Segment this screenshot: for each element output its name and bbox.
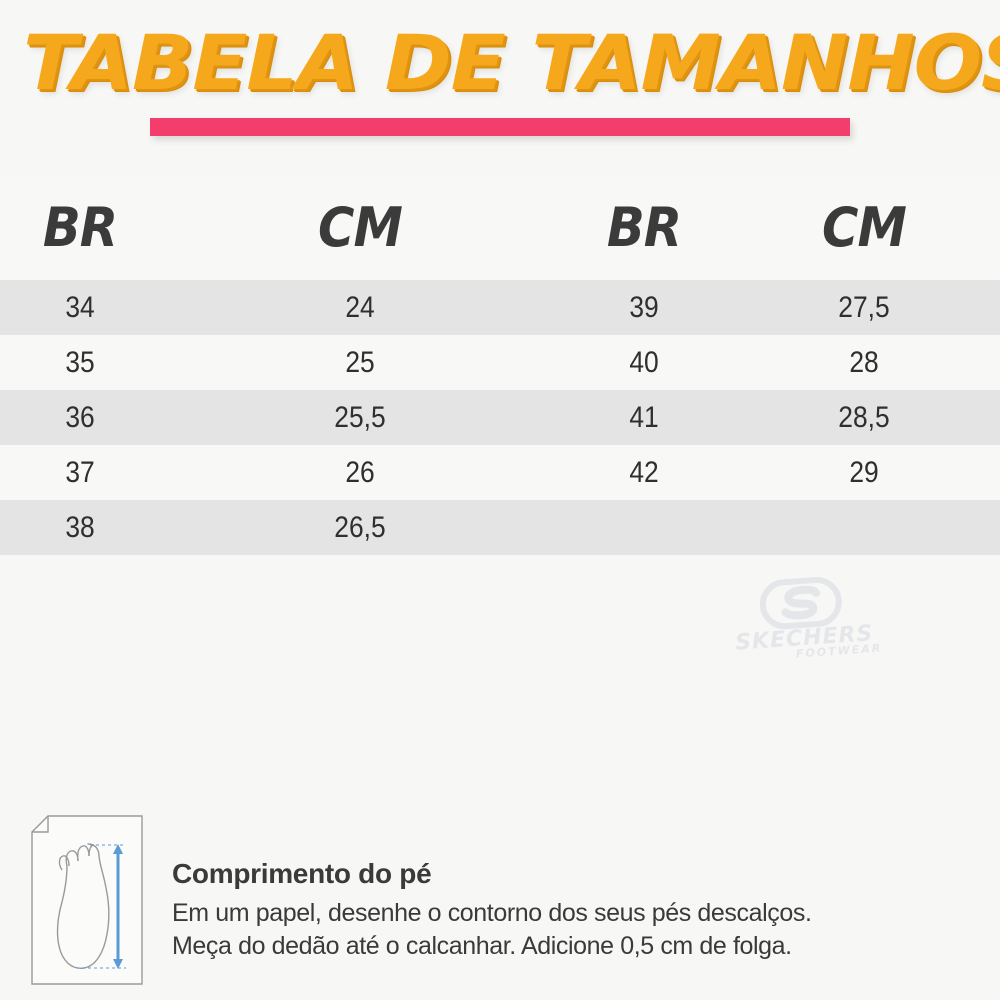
cell-br-right: 41 [629,400,659,434]
cell-br-left: 35 [65,345,95,379]
footer-instruction: Comprimento do pé Em um papel, desenhe o… [0,800,1000,1000]
column-header-cm-left: CM [317,196,403,259]
foot-measurement-icon [14,810,156,990]
footer-line-1: Em um papel, desenhe o contorno dos seus… [172,899,812,927]
page-title: TABELA DE TAMANHOS [23,18,1000,107]
skechers-watermark: SKECHERS FOOTWEAR [715,572,890,668]
table-row: 35 25 40 28 [0,335,1000,390]
title-underline-bar [150,118,850,136]
cell-br-left: 34 [65,290,95,324]
cell-cm-left: 26,5 [334,510,386,544]
cell-br-right: 39 [629,290,659,324]
cell-cm-left: 26 [345,455,375,489]
table-row: 37 26 42 29 [0,445,1000,500]
footer-heading: Comprimento do pé [172,858,432,889]
column-header-br-right: BR [606,196,682,259]
footer-line-2: Meça do dedão até o calcanhar. Adicione … [172,932,792,960]
footer-text-block: Comprimento do pé Em um papel, desenhe o… [172,858,992,963]
table-row: 36 25,5 41 28,5 [0,390,1000,445]
cell-br-left: 36 [65,400,95,434]
cell-cm-left: 25 [345,345,375,379]
cell-cm-right: 28 [849,345,879,379]
column-header-cm-right: CM [821,196,907,259]
table-row: 34 24 39 27,5 [0,280,1000,335]
cell-cm-left: 24 [345,290,375,324]
cell-br-left: 37 [65,455,95,489]
skechers-s-logo-icon [753,575,848,631]
cell-cm-right: 29 [849,455,879,489]
cell-br-right: 40 [629,345,659,379]
column-header-br-left: BR [42,196,118,259]
title-block: TABELA DE TAMANHOS [0,0,1000,150]
cell-cm-right: 27,5 [838,290,890,324]
cell-br-left: 38 [65,510,95,544]
cell-br-right: 42 [629,455,659,489]
cell-cm-right: 28,5 [838,400,890,434]
table-row: 38 26,5 [0,500,1000,555]
cell-cm-left: 25,5 [334,400,386,434]
table-header-row: BR CM BR CM [0,175,1000,280]
size-table: BR CM BR CM 34 24 39 27,5 35 25 40 28 36… [0,175,1000,555]
